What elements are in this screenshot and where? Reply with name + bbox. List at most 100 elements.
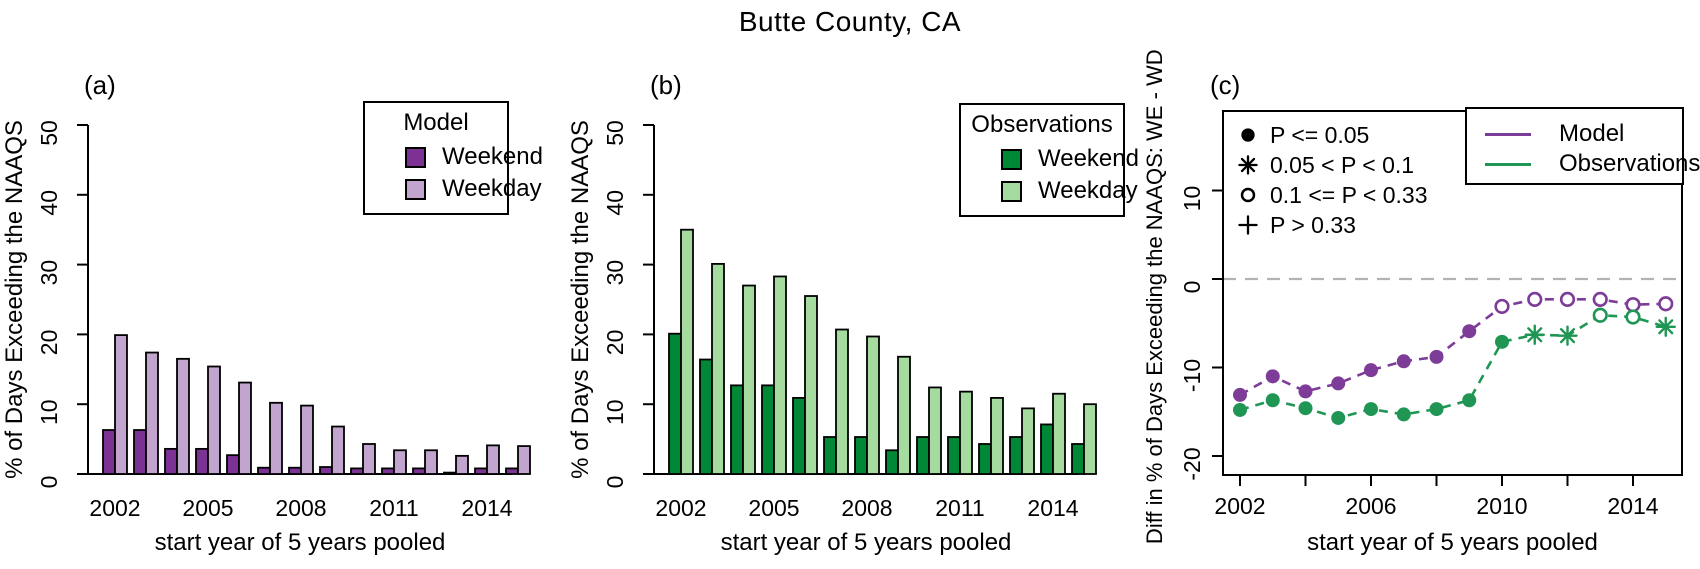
asterisk-marker-line [1559, 328, 1576, 344]
y-tick-label: 10 [602, 399, 628, 425]
bar-weekday-2004 [742, 284, 756, 475]
observations-point-2005 [1331, 410, 1346, 425]
x-tick-label: 2014 [1027, 495, 1078, 521]
observations-point-2009 [1462, 393, 1477, 408]
bar-weekday-2015 [517, 445, 531, 475]
model-point-2013 [1592, 291, 1608, 307]
bar-weekday-2008 [300, 404, 314, 475]
open-circle-marker [1494, 298, 1510, 315]
pvalue-legend-label: P > 0.33 [1270, 211, 1356, 238]
legend-label: Weekend [442, 143, 543, 170]
model-point-2011 [1527, 291, 1543, 307]
bar-weekend-2011 [947, 436, 961, 475]
bar-weekday-2014 [1052, 392, 1066, 475]
open-circle-marker [1240, 187, 1256, 203]
pvalue-legend-label: 0.05 < P < 0.1 [1270, 151, 1415, 178]
bar-weekend-2008 [854, 436, 868, 475]
series-legend: Model Observations [1465, 107, 1700, 185]
x-tick-label: 2011 [935, 495, 984, 521]
asterisk-icon [1238, 155, 1258, 175]
open-circle-marker [1625, 297, 1641, 313]
x-axis-title: start year of 5 years pooled [721, 529, 1012, 556]
bar-weekday-2007 [269, 401, 283, 475]
bar-weekend-2014 [474, 467, 488, 475]
legend-label: Weekday [1038, 177, 1138, 204]
bar-weekday-2007 [835, 328, 849, 475]
filled-circle-marker [1396, 407, 1411, 422]
model-point-2012 [1559, 291, 1576, 307]
asterisk-marker-line [1240, 157, 1256, 173]
bar-weekday-2013 [1021, 407, 1035, 475]
y-axis-title: % of Days Exceeding the NAAQS [1, 120, 28, 479]
bar-weekend-2015 [1071, 443, 1085, 475]
plot-frame [1222, 110, 1683, 476]
panel-b-label: (b) [650, 70, 682, 100]
panel-a-label: (a) [84, 70, 116, 100]
pvalue-legend-label: P <= 0.05 [1270, 121, 1370, 148]
filled-circle-marker [1429, 349, 1444, 364]
observations-point-2015 [1655, 316, 1676, 337]
bar-weekend-2010 [350, 467, 364, 475]
bar-weekend-2013 [1009, 436, 1023, 475]
y-tick-label: 0 [36, 476, 62, 489]
bar-weekend-2009 [885, 449, 899, 475]
panel-c-chart: -20 -10 0 10 2002 2006 2010 2014 Diff in % of Da… [1142, 49, 1683, 556]
bar-weekend-2005 [195, 447, 209, 475]
pvalue-legend-label: 0.1 <= P < 0.33 [1270, 181, 1428, 208]
y-axis-title: Diff in % of Days Exceeding the NAAQS: W… [1142, 49, 1167, 544]
model-point-2003 [1265, 369, 1280, 384]
open-circle-marker [1592, 291, 1608, 307]
open-circle-marker [1658, 296, 1674, 312]
y-tick-label: 30 [602, 260, 628, 286]
legend-item-model: Model [1485, 119, 1682, 149]
pvalue-legend-item: P <= 0.05 [1236, 120, 1428, 150]
y-tick-label: 10 [36, 399, 62, 425]
bar-weekday-2014 [486, 444, 500, 475]
x-tick-label: 2008 [841, 495, 892, 521]
model-point-2005 [1331, 376, 1346, 391]
weekend-swatch [405, 146, 426, 168]
bar-weekend-2005 [761, 384, 775, 475]
y-tick-label: 40 [602, 190, 628, 216]
bar-weekday-2013 [455, 454, 469, 475]
filled-circle-marker [1233, 402, 1247, 417]
model-point-2007 [1396, 354, 1411, 369]
x-tick-label: 2002 [89, 495, 140, 521]
y-tick-label: 20 [602, 330, 628, 356]
bar-weekday-2011 [959, 390, 973, 475]
model-point-2008 [1429, 349, 1444, 364]
filled-circle-icon [1241, 128, 1255, 142]
legend-item-weekday: Weekday [1001, 177, 1138, 205]
x-tick-label: 2006 [1345, 493, 1396, 519]
observations-point-2010 [1495, 334, 1509, 349]
y-tick-label: -10 [1179, 359, 1205, 392]
y-tick-label: 20 [36, 330, 62, 356]
legend-label: Model [1559, 120, 1625, 147]
filled-circle-marker [1364, 402, 1378, 417]
bar-weekday-2010 [928, 386, 942, 475]
bar-weekday-2006 [804, 295, 818, 475]
filled-circle-marker [1331, 376, 1346, 391]
observations-point-2003 [1265, 393, 1280, 408]
filled-circle-marker [1462, 324, 1477, 339]
y-axis-title: % of Days Exceeding the NAAQS [567, 120, 594, 479]
bar-weekday-2002 [680, 228, 694, 475]
filled-circle-marker [1233, 387, 1247, 402]
y-tick-label: 50 [602, 120, 628, 146]
x-tick-label: 2002 [655, 495, 706, 521]
x-tick-label: 2008 [275, 495, 326, 521]
observations-point-2002 [1233, 402, 1247, 417]
observations-line-swatch [1485, 162, 1531, 166]
bar-weekend-2010 [916, 436, 930, 475]
filled-circle-marker [1241, 128, 1255, 142]
bar-weekend-2014 [1040, 423, 1054, 475]
filled-circle-marker [1462, 393, 1477, 408]
bar-weekend-2006 [226, 454, 240, 475]
legend-item-observations: Observations [1485, 149, 1700, 179]
bar-weekend-2003 [133, 429, 147, 475]
model-point-2004 [1298, 384, 1313, 399]
bar-weekday-2008 [866, 335, 880, 475]
open-circle-marker [1527, 291, 1543, 307]
pvalue-marker-legend: P <= 0.05 0.05 < P < 0.1 0.1 <= P < 0.33… [1236, 120, 1428, 240]
filled-circle-icon [1241, 128, 1255, 142]
